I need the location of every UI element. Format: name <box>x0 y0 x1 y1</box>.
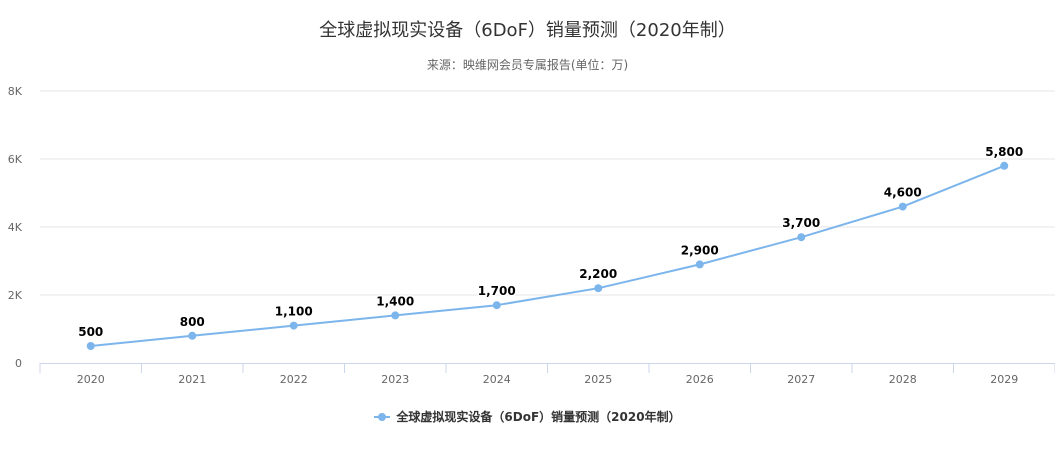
y-tick-label: 8K <box>8 85 23 98</box>
y-tick-label: 6K <box>8 153 23 166</box>
gridlines <box>40 90 1055 296</box>
data-label: 1,700 <box>478 284 516 298</box>
x-tick-label: 2025 <box>584 373 612 386</box>
data-point <box>391 311 400 320</box>
x-tick-label: 2021 <box>178 373 206 386</box>
data-point <box>1000 161 1009 170</box>
x-tick-label: 2020 <box>77 373 105 386</box>
x-tick-label: 2024 <box>483 373 511 386</box>
data-label: 2,900 <box>681 243 719 257</box>
x-tick-label: 2022 <box>280 373 308 386</box>
x-tick-label: 2028 <box>889 373 917 386</box>
data-label: 4,600 <box>884 186 922 200</box>
series <box>86 161 1009 350</box>
data-point <box>898 202 907 211</box>
data-point <box>86 342 95 350</box>
legend[interactable]: 全球虚拟现实设备（6DoF）销量预测（2020年制） <box>0 408 1055 425</box>
series-line <box>89 164 1006 347</box>
y-tick-label: 0 <box>15 357 22 370</box>
data-point <box>492 301 501 310</box>
data-point <box>594 284 603 293</box>
data-label: 1,400 <box>376 294 414 308</box>
y-axis-ticks: 0 2K 4K 6K 8K <box>8 85 23 370</box>
legend-marker-icon <box>374 412 391 422</box>
x-axis: 2020 2021 2022 2023 2024 2025 2026 2027 2028 2029 <box>39 363 1055 386</box>
data-label: 500 <box>78 325 103 339</box>
chart-subtitle: 来源：映维网会员专属报告(单位：万) <box>426 58 629 72</box>
data-point <box>695 260 704 269</box>
y-tick-label: 4K <box>8 221 23 234</box>
data-point <box>289 321 298 330</box>
legend-label: 全球虚拟现实设备（6DoF）销量预测（2020年制） <box>396 410 681 424</box>
x-tick-label: 2023 <box>381 373 409 386</box>
data-label: 3,700 <box>782 216 820 230</box>
data-point <box>797 233 806 242</box>
data-label: 800 <box>180 315 205 329</box>
x-tick-label: 2026 <box>686 373 714 386</box>
y-tick-label: 2K <box>8 289 23 302</box>
x-tick-label: 2027 <box>787 373 815 386</box>
data-point <box>188 331 197 340</box>
data-labels: 500 800 1,100 1,400 1,700 2,200 2,900 3,700 4,60… <box>77 143 1025 340</box>
data-label: 2,200 <box>579 267 617 281</box>
data-label: 5,800 <box>985 145 1023 159</box>
x-tick-label: 2029 <box>990 373 1018 386</box>
data-label: 1,100 <box>275 305 313 319</box>
chart-title: 全球虚拟现实设备（6DoF）销量预测（2020年制） <box>319 20 736 41</box>
